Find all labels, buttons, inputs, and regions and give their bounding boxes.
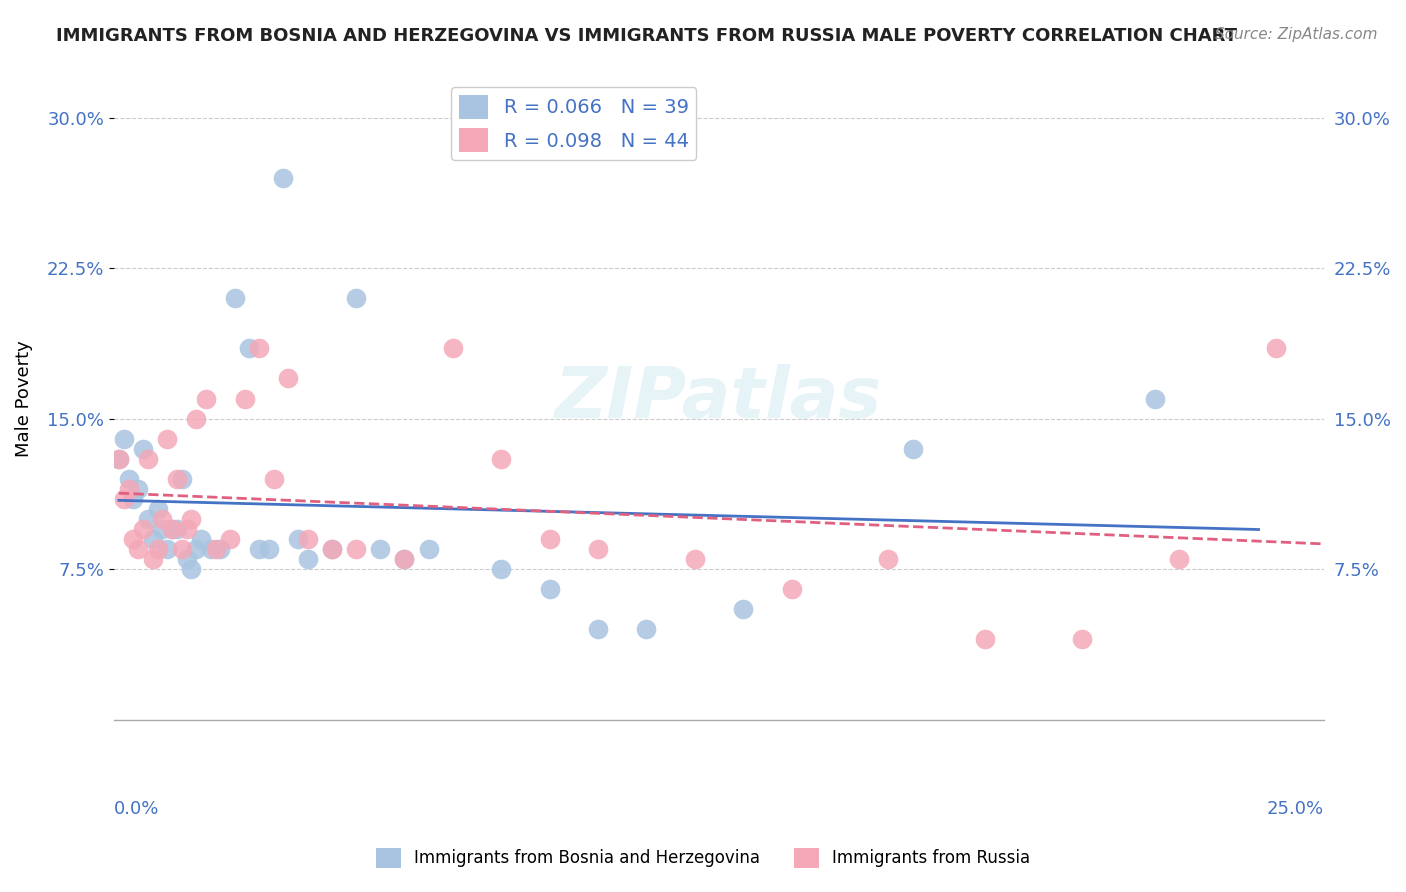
Point xyxy=(538,582,561,597)
Point xyxy=(1143,392,1166,406)
Point xyxy=(1264,342,1286,356)
Point xyxy=(233,392,256,406)
Point xyxy=(257,542,280,557)
Point xyxy=(287,532,309,546)
Point xyxy=(132,442,155,456)
Point xyxy=(142,532,165,546)
Legend: R = 0.066   N = 39, R = 0.098   N = 44: R = 0.066 N = 39, R = 0.098 N = 44 xyxy=(451,87,696,160)
Point xyxy=(180,562,202,576)
Point xyxy=(780,582,803,597)
Point xyxy=(146,542,169,557)
Point xyxy=(117,472,139,486)
Point xyxy=(176,522,198,536)
Point xyxy=(247,542,270,557)
Point xyxy=(219,532,242,546)
Point xyxy=(441,342,464,356)
Point xyxy=(877,552,900,566)
Point xyxy=(636,623,658,637)
Point xyxy=(209,542,232,557)
Point xyxy=(108,451,131,466)
Point xyxy=(1071,632,1094,647)
Point xyxy=(1361,542,1384,557)
Legend: Immigrants from Bosnia and Herzegovina, Immigrants from Russia: Immigrants from Bosnia and Herzegovina, … xyxy=(370,841,1036,875)
Point xyxy=(489,562,512,576)
Point xyxy=(733,602,755,616)
Point xyxy=(200,542,222,557)
Text: 25.0%: 25.0% xyxy=(1267,800,1324,818)
Point xyxy=(156,542,179,557)
Point xyxy=(127,482,149,496)
Point xyxy=(136,512,159,526)
Point xyxy=(194,392,217,406)
Point xyxy=(273,170,295,185)
Point xyxy=(321,542,343,557)
Point xyxy=(901,442,924,456)
Point xyxy=(297,552,319,566)
Point xyxy=(297,532,319,546)
Text: Source: ZipAtlas.com: Source: ZipAtlas.com xyxy=(1215,27,1378,42)
Point xyxy=(204,542,226,557)
Point xyxy=(247,342,270,356)
Point xyxy=(418,542,440,557)
Point xyxy=(263,472,285,486)
Point xyxy=(136,451,159,466)
Point xyxy=(166,472,188,486)
Point xyxy=(132,522,155,536)
Point xyxy=(186,411,208,425)
Point xyxy=(150,522,173,536)
Point xyxy=(176,552,198,566)
Point xyxy=(277,371,299,385)
Point xyxy=(186,542,208,557)
Point xyxy=(112,432,135,446)
Point xyxy=(344,291,367,305)
Point xyxy=(108,451,131,466)
Point xyxy=(368,542,391,557)
Point xyxy=(224,291,246,305)
Text: ZIPatlas: ZIPatlas xyxy=(555,364,883,433)
Point xyxy=(1167,552,1189,566)
Point xyxy=(142,552,165,566)
Y-axis label: Male Poverty: Male Poverty xyxy=(15,340,32,457)
Point xyxy=(321,542,343,557)
Text: IMMIGRANTS FROM BOSNIA AND HERZEGOVINA VS IMMIGRANTS FROM RUSSIA MALE POVERTY CO: IMMIGRANTS FROM BOSNIA AND HERZEGOVINA V… xyxy=(56,27,1237,45)
Point xyxy=(190,532,212,546)
Point xyxy=(150,512,173,526)
Point xyxy=(394,552,416,566)
Point xyxy=(238,342,260,356)
Point xyxy=(538,532,561,546)
Point xyxy=(160,522,183,536)
Point xyxy=(586,542,609,557)
Point xyxy=(117,482,139,496)
Point xyxy=(180,512,202,526)
Point xyxy=(394,552,416,566)
Point xyxy=(122,491,145,506)
Point xyxy=(160,522,183,536)
Point xyxy=(683,552,706,566)
Point xyxy=(489,451,512,466)
Point xyxy=(974,632,997,647)
Point xyxy=(156,432,179,446)
Point xyxy=(122,532,145,546)
Point xyxy=(112,491,135,506)
Point xyxy=(127,542,149,557)
Point xyxy=(344,542,367,557)
Text: 0.0%: 0.0% xyxy=(114,800,159,818)
Point xyxy=(166,522,188,536)
Point xyxy=(170,472,193,486)
Point xyxy=(146,502,169,516)
Point xyxy=(170,542,193,557)
Point xyxy=(586,623,609,637)
